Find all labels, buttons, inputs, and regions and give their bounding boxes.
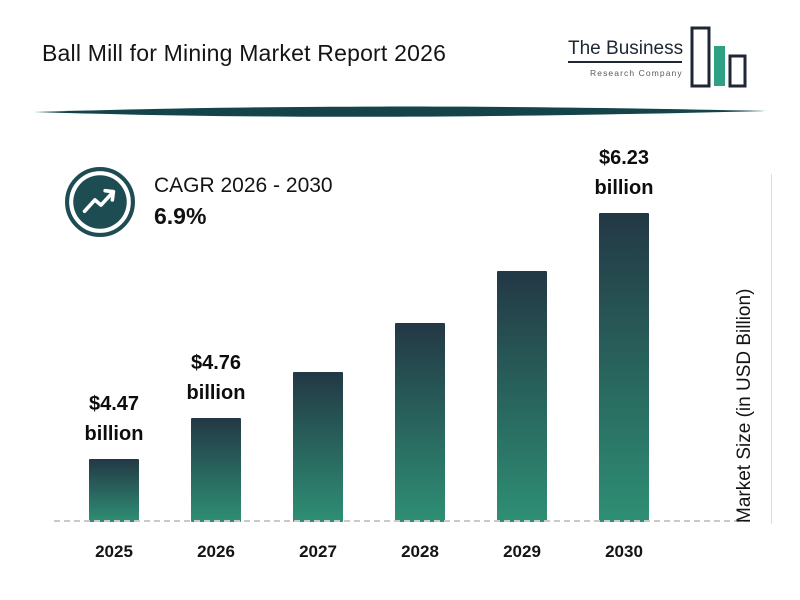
x-tick-label-2028: 2028 [401, 542, 439, 561]
bar-column-2030: $6.23 billion 2030 [578, 147, 670, 561]
bar-2027 [293, 372, 343, 522]
x-tick-label-2026: 2026 [197, 542, 235, 561]
x-tick-label-2027: 2027 [299, 542, 337, 561]
bar-2026 [191, 418, 241, 522]
cagr-text: CAGR 2026 - 2030 6.9% [154, 174, 333, 230]
cagr-badge: CAGR 2026 - 2030 6.9% [64, 166, 333, 238]
bar-value-label-2025: $4.47 billion [84, 393, 144, 445]
logo-bars-icon [690, 26, 747, 88]
y-axis-line [771, 174, 772, 524]
bar-2029 [497, 271, 547, 522]
bar-2025 [89, 459, 139, 522]
logo-text-secondary: Research Company [590, 68, 683, 78]
header: Ball Mill for Mining Market Report 2026 … [0, 0, 800, 92]
x-tick-label-2025: 2025 [95, 542, 133, 561]
y-axis-label: Market Size (in USD Billion) [734, 288, 755, 524]
bars: $4.47 billion 2025 $4.76 billion 2026 2027 20… [68, 147, 670, 561]
bar-value-label-2030: $6.23 billion [594, 147, 654, 199]
bar-column-2028: 2028 [374, 150, 466, 561]
bar-column-2026: $4.76 billion 2026 [170, 150, 262, 561]
cagr-value: 6.9% [154, 203, 207, 229]
x-tick-label-2030: 2030 [605, 542, 643, 561]
bar-column-2027: 2027 [272, 150, 364, 561]
company-logo: The Business Research Company [568, 26, 747, 88]
bar-chart: CAGR 2026 - 2030 6.9% $4.47 billion 2025 $… [40, 147, 780, 600]
x-axis-baseline [54, 520, 750, 522]
cagr-trend-icon [65, 167, 135, 237]
bar-column-2025: $4.47 billion 2025 [68, 150, 160, 561]
bar-2030 [599, 213, 649, 522]
page-title: Ball Mill for Mining Market Report 2026 [42, 40, 447, 66]
bar-value-label-2026: $4.76 billion [186, 352, 246, 404]
divider-ribbon [34, 106, 766, 117]
bar-column-2029: 2029 [476, 150, 568, 561]
x-tick-label-2029: 2029 [503, 542, 541, 561]
bar-2028 [395, 323, 445, 522]
cagr-label: CAGR 2026 - 2030 [154, 174, 333, 197]
logo-text-primary: The Business [568, 38, 683, 59]
